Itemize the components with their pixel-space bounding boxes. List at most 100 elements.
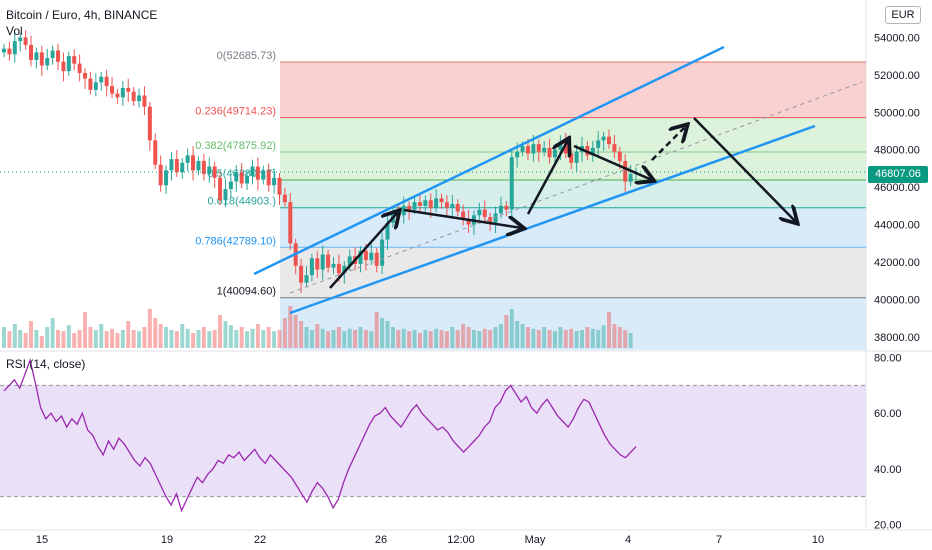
volume-bar	[2, 327, 6, 348]
volume-bar	[201, 327, 206, 348]
price-tick-label: 40000.00	[874, 294, 920, 306]
candle-body	[336, 263, 341, 274]
volume-bar	[99, 324, 104, 348]
time-tick-label: 26	[375, 534, 387, 546]
price-tick-label: 44000.00	[874, 220, 920, 232]
candle-body	[93, 82, 98, 90]
channel-midline	[289, 81, 863, 294]
candle-body	[29, 44, 34, 60]
fib-level-label: 0.236(49714.23)	[195, 106, 276, 118]
volume-bar	[50, 318, 55, 348]
candle-body	[552, 149, 557, 158]
candle-body	[423, 200, 428, 206]
volume-bar	[623, 330, 628, 348]
volume-bar	[396, 330, 401, 348]
candle-body	[525, 145, 530, 154]
candle-body	[7, 48, 12, 55]
candle-body	[509, 157, 514, 210]
volume-bar	[606, 312, 611, 348]
volume-bar	[250, 328, 255, 348]
candle-body	[439, 198, 444, 203]
candle-body	[444, 202, 449, 208]
volume-bar	[552, 331, 557, 348]
candle-body	[18, 37, 23, 42]
channel-upper-line	[253, 45, 725, 276]
volume-bar	[385, 321, 390, 348]
candle-body	[288, 202, 293, 244]
volume-bar	[380, 318, 385, 348]
time-tick-label: 19	[161, 534, 173, 546]
volume-bar	[261, 330, 266, 348]
volume-bar	[617, 327, 622, 348]
volume-bar	[428, 331, 433, 348]
volume-bar	[126, 321, 131, 348]
candle-body	[450, 204, 455, 208]
candle-body	[255, 166, 260, 180]
trend-arrow	[651, 126, 686, 161]
volume-bar	[601, 325, 606, 348]
volume-bar	[563, 330, 568, 348]
candle-body	[326, 254, 331, 268]
candle-body	[428, 200, 433, 208]
volume-bar	[558, 327, 563, 348]
candle-body	[131, 91, 136, 102]
volume-bar	[18, 330, 23, 348]
volume-bar	[369, 331, 374, 348]
volume-bar	[228, 325, 233, 348]
volume-bar	[444, 331, 449, 348]
volume-bar	[547, 330, 552, 348]
candle-body	[239, 172, 244, 184]
candle-body	[266, 170, 271, 186]
volume-bar	[390, 327, 395, 348]
volume-bar	[515, 321, 520, 348]
rsi-tick-label: 40.00	[874, 464, 902, 476]
candle-body	[515, 151, 520, 158]
trend-arrow	[693, 117, 796, 222]
volume-bar	[207, 331, 212, 348]
volume-bar	[45, 327, 50, 348]
volume-bar	[218, 315, 223, 348]
candle-body	[304, 275, 309, 283]
candle-body	[201, 160, 206, 175]
candle-body	[606, 136, 611, 145]
volume-bar	[525, 327, 530, 348]
candle-body	[542, 147, 547, 152]
candle-body	[558, 142, 563, 150]
volume-bar	[450, 327, 455, 348]
volume-bar	[434, 328, 439, 348]
candle-body	[228, 181, 233, 190]
candle-body	[23, 37, 28, 45]
candle-body	[596, 140, 601, 148]
volume-bar	[234, 330, 239, 348]
trend-arrow	[403, 208, 522, 228]
fib-level-label: 0(52685.73)	[217, 50, 276, 62]
volume-bar	[353, 330, 358, 348]
volume-bar	[612, 324, 617, 348]
currency-button[interactable]: EUR	[885, 6, 921, 24]
volume-bar	[131, 330, 136, 348]
volume-bar	[569, 328, 574, 348]
candle-body	[45, 58, 50, 66]
volume-bar	[320, 328, 325, 348]
chart-title: Bitcoin / Euro, 4h, BINANCE	[6, 8, 158, 22]
candle-body	[531, 144, 536, 154]
candle-body	[315, 258, 320, 270]
channel-lower-line	[289, 124, 816, 315]
volume-bar	[180, 324, 185, 348]
volume-bar	[174, 331, 179, 348]
volume-bar	[628, 333, 633, 348]
volume-label: Vol	[6, 24, 23, 38]
candle-body	[569, 153, 574, 163]
volume-bar	[423, 330, 428, 348]
fib-level-label: 0.382(47875.92)	[195, 140, 276, 152]
volume-bar	[164, 327, 169, 348]
candle-body	[277, 177, 282, 195]
fib-zone	[280, 62, 866, 118]
candle-body	[272, 177, 277, 186]
fib-level-label: 1(40094.60)	[217, 286, 276, 298]
candle-body	[417, 202, 422, 206]
volume-bar	[326, 331, 331, 348]
candle-body	[374, 252, 379, 266]
volume-bar	[331, 330, 336, 348]
